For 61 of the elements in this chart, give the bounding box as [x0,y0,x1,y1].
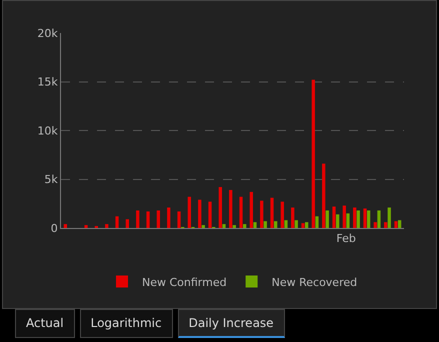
bar [229,190,232,228]
bar [156,210,160,228]
bar [177,211,181,228]
bar [366,210,370,228]
bar [294,220,298,228]
bar [356,210,360,228]
bar [264,221,267,228]
bar [243,224,246,228]
bar [374,222,377,228]
bar [208,202,212,228]
bar [202,225,205,228]
bar [260,200,264,228]
text: Logarithmic [80,309,173,338]
bar [64,224,68,228]
y-tick-label: 15k [37,76,58,89]
y-tick-label: 10k [37,124,58,138]
y-tick-label: 0 [50,222,58,235]
bar [253,222,257,228]
bar [280,202,284,228]
bar [398,220,402,228]
bar [332,206,336,228]
bar [377,210,381,228]
bar [136,210,140,228]
bar [394,221,398,228]
bar [301,223,305,228]
bar [198,200,202,228]
bar [126,219,130,228]
x-tick-label: Feb [336,232,356,246]
y-tick-label: 5k [44,173,58,186]
legend-label: New Recovered [272,276,358,289]
bar [239,196,243,228]
bar [115,216,119,228]
bar [284,220,288,228]
bar [270,198,274,228]
bar [388,208,391,228]
bar [312,80,315,228]
bar [353,208,356,228]
text: Daily Increase [178,309,285,338]
bar [146,211,150,228]
y-tick-label: 20k [37,26,58,40]
legend-label: New Confirmed [142,276,227,289]
bar [336,214,340,228]
bar [326,210,329,228]
bar [188,196,191,228]
bar [105,224,108,228]
bar [363,208,367,228]
bar [346,213,350,228]
bar [167,208,170,228]
text: Actual [15,309,75,338]
bar [342,206,346,228]
bar [84,225,88,228]
bar [218,187,222,228]
bar [222,224,226,228]
bar [322,164,326,228]
bar [274,221,278,228]
bar [384,222,388,228]
bar [315,216,319,228]
bar [232,225,236,228]
bar [250,192,253,228]
bar [291,208,294,228]
bar [305,222,308,228]
